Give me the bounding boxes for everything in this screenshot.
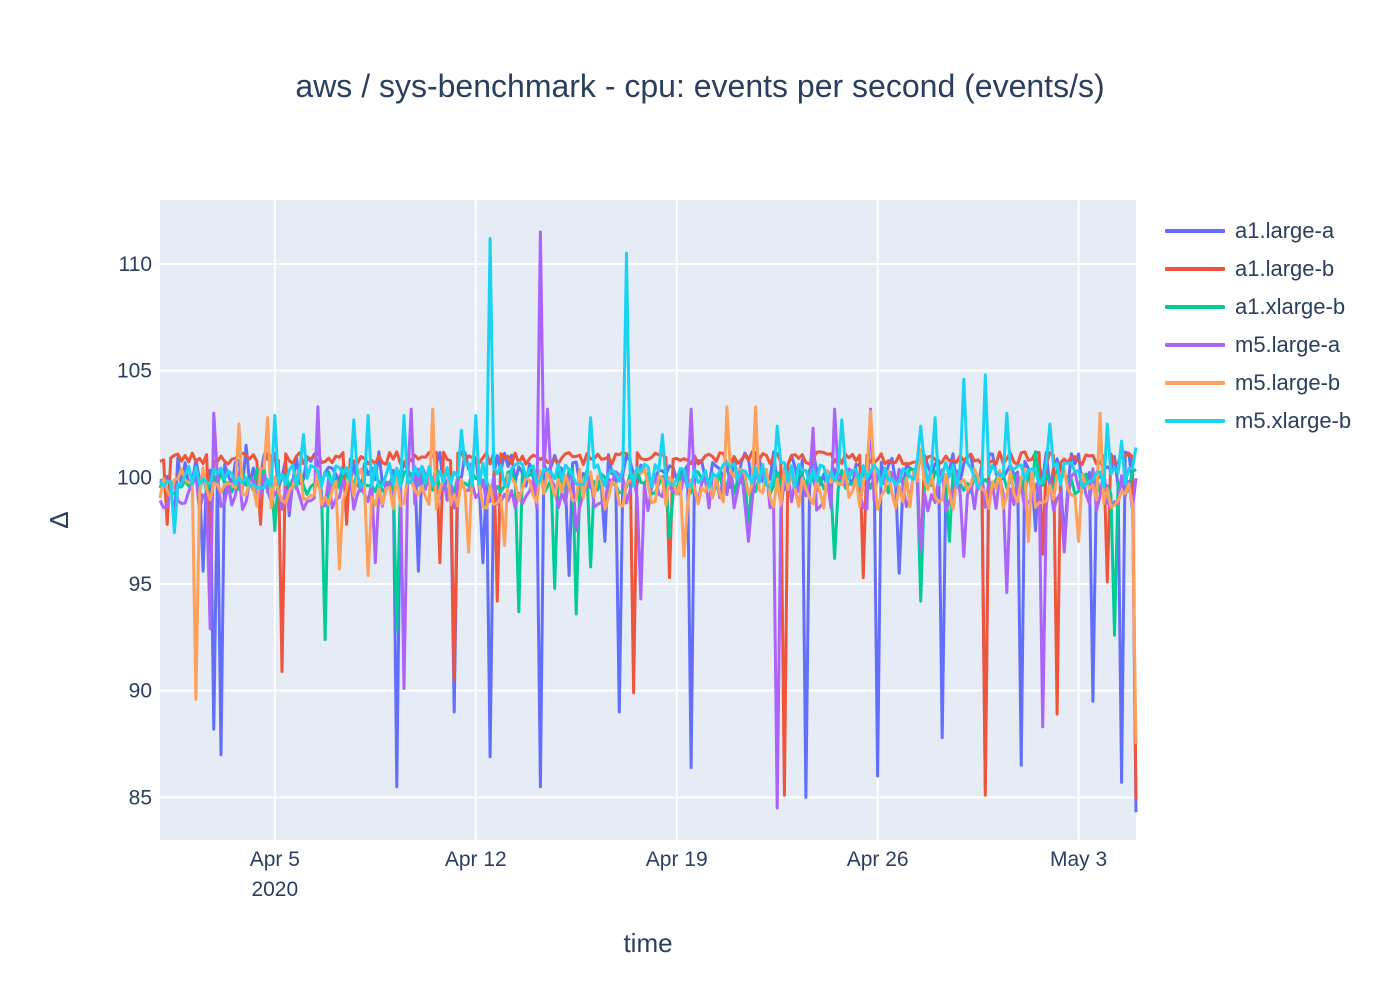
legend-item-5[interactable]: m5.xlarge-b: [1165, 402, 1351, 440]
x-tick-label: Apr 19: [646, 848, 708, 871]
legend-label: a1.xlarge-b: [1235, 294, 1346, 319]
chart-title: aws / sys-benchmark - cpu: events per se…: [295, 68, 1105, 104]
legend-label: m5.large-b: [1235, 370, 1341, 395]
series-line-5: [158, 236, 1138, 535]
legend-swatch: [1165, 229, 1225, 233]
legend-item-3[interactable]: m5.large-a: [1165, 326, 1351, 364]
series-line-3: [158, 230, 1138, 810]
y-tick-label: 105: [117, 360, 152, 383]
x-tick-sublabel: 2020: [251, 878, 298, 901]
y-axis-title: Δ: [44, 511, 74, 528]
legend-swatch: [1165, 267, 1225, 271]
y-tick-label: 85: [129, 786, 152, 809]
y-tick-label: 90: [129, 680, 152, 703]
legend-swatch: [1165, 381, 1225, 385]
legend-item-1[interactable]: a1.large-b: [1165, 250, 1351, 288]
series-lines: [158, 230, 1138, 813]
legend-label: m5.xlarge-b: [1235, 408, 1352, 433]
y-tick-label: 100: [117, 466, 152, 489]
y-tick-labels: 85 90 95 100 105 110: [117, 253, 152, 809]
legend-swatch: [1165, 419, 1225, 423]
legend-item-2[interactable]: a1.xlarge-b: [1165, 288, 1351, 326]
x-tick-label: May 3: [1050, 848, 1107, 871]
legend-label: m5.large-a: [1235, 332, 1341, 357]
legend-item-0[interactable]: a1.large-a: [1165, 212, 1351, 250]
x-tick-labels: Apr 5 2020 Apr 12 Apr 19 Apr 26 May 3: [250, 848, 1107, 901]
legend-item-4[interactable]: m5.large-b: [1165, 364, 1351, 402]
legend: a1.large-a a1.large-b a1.xlarge-b m5.large-…: [1165, 212, 1351, 440]
x-tick-label: Apr 26: [847, 848, 909, 871]
y-tick-label: 110: [119, 253, 152, 276]
x-tick-label: Apr 5: [250, 848, 300, 871]
y-tick-label: 95: [129, 573, 152, 596]
x-axis-title: time: [623, 928, 672, 958]
legend-swatch: [1165, 343, 1225, 347]
legend-label: a1.large-a: [1235, 218, 1335, 243]
legend-swatch: [1165, 305, 1225, 309]
x-tick-label: Apr 12: [445, 848, 507, 871]
legend-label: a1.large-b: [1235, 256, 1335, 281]
series-line-1: [159, 450, 1138, 800]
